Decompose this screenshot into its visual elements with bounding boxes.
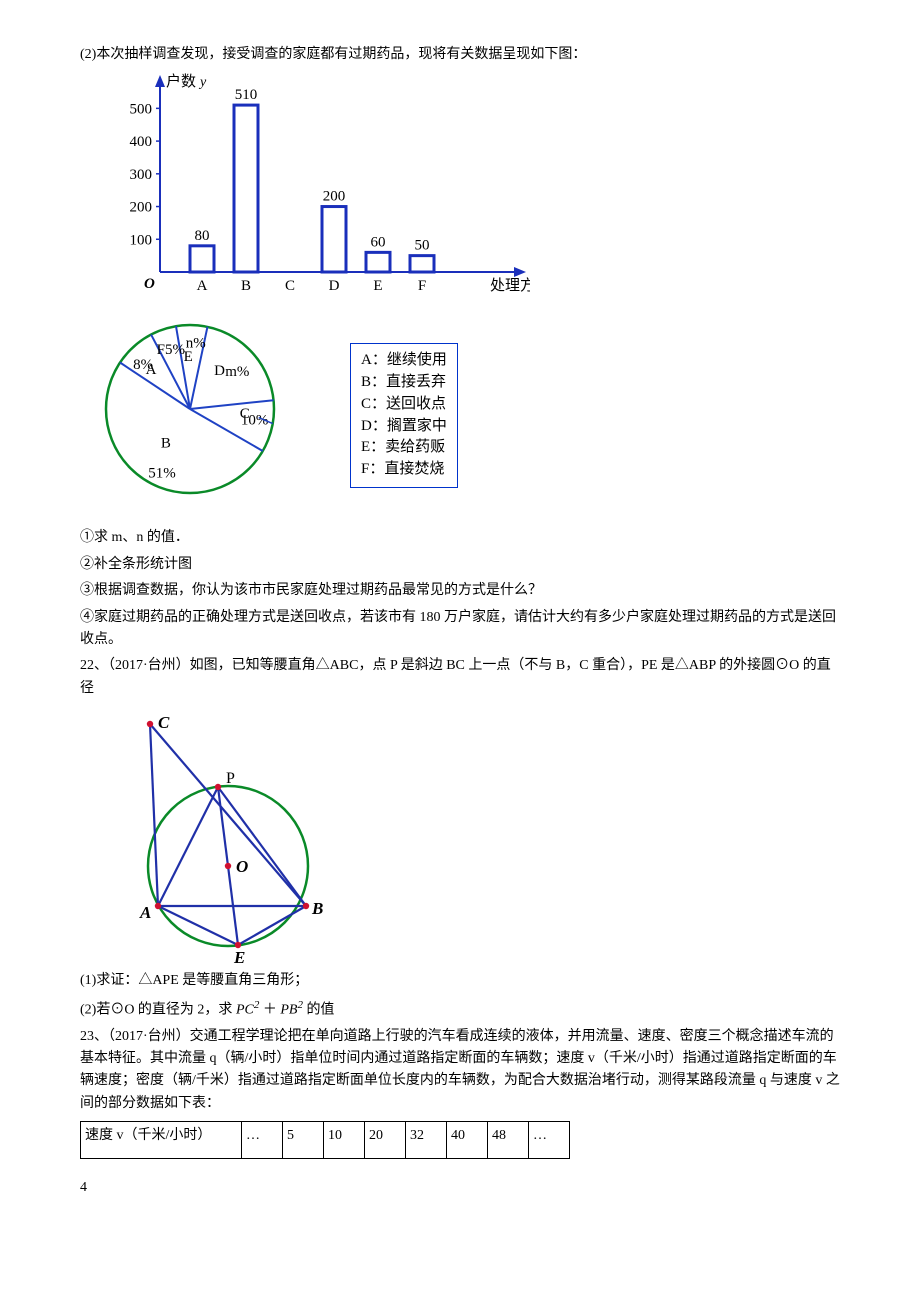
table-cell: 20 <box>365 1122 406 1158</box>
sup-2a: 2 <box>254 999 260 1011</box>
svg-text:户数: 户数 <box>166 73 196 90</box>
var-pb: PB <box>280 1002 297 1017</box>
legend-item: E：卖给药贩 <box>361 437 447 459</box>
svg-text:80: 80 <box>195 228 210 244</box>
q22-stem: 22、（2017·台州）如图，已知等腰直角△ABC，点 P 是斜边 BC 上一点… <box>80 655 840 700</box>
svg-text:y: y <box>198 75 207 90</box>
pie-and-legend: Dm%C10%B51%A8%F5%En% A：继续使用B：直接丢弃C：送回收点D… <box>90 317 840 507</box>
q-line-2: ②补全条形统计图 <box>80 554 840 576</box>
svg-text:D: D <box>329 278 340 294</box>
svg-text:E: E <box>373 278 382 294</box>
svg-text:300: 300 <box>130 167 153 183</box>
svg-text:200: 200 <box>323 189 346 205</box>
svg-text:m%: m% <box>225 364 249 380</box>
svg-text:51%: 51% <box>148 466 176 482</box>
q23-stem: 23、（2017·台州）交通工程学理论把在单向道路上行驶的汽车看成连续的液体，并… <box>80 1026 840 1116</box>
svg-text:n%: n% <box>186 336 206 352</box>
legend-item: F：直接焚烧 <box>361 459 447 481</box>
table-header-cell: 速度 v（千米/小时） <box>81 1122 242 1158</box>
legend-box: A：继续使用B：直接丢弃C：送回收点D：搁置家中E：卖给药贩F：直接焚烧 <box>350 343 458 488</box>
svg-text:B: B <box>241 278 251 294</box>
table-cell: 10 <box>324 1122 365 1158</box>
svg-text:E: E <box>233 948 245 966</box>
svg-text:F5%: F5% <box>157 342 185 358</box>
table-cell: 40 <box>447 1122 488 1158</box>
intro-text: (2)本次抽样调查发现，接受调查的家庭都有过期药品，现将有关数据呈现如下图： <box>80 44 840 66</box>
svg-text:50: 50 <box>415 238 430 254</box>
svg-text:100: 100 <box>130 233 153 249</box>
q22-p2-suffix: 的值 <box>306 1002 334 1017</box>
svg-text:8%: 8% <box>133 357 153 373</box>
svg-text:P: P <box>226 770 235 787</box>
q22-p2: (2)若⊙O 的直径为 2，求 PC2 ＋ PB2 的值 <box>80 997 840 1022</box>
table-cell: 5 <box>283 1122 324 1158</box>
svg-text:O: O <box>144 276 155 292</box>
svg-text:500: 500 <box>130 102 153 118</box>
table-cell: 32 <box>406 1122 447 1158</box>
legend-item: B：直接丢弃 <box>361 372 447 394</box>
q-line-1: ①求 m、n 的值． <box>80 527 840 549</box>
svg-text:B: B <box>311 899 323 918</box>
svg-text:D: D <box>214 364 225 380</box>
svg-text:60: 60 <box>371 235 386 251</box>
svg-text:C: C <box>158 713 170 732</box>
var-pc: PC <box>236 1002 254 1017</box>
table-cell: … <box>529 1122 570 1158</box>
svg-text:A: A <box>139 903 151 922</box>
table-cell: … <box>242 1122 283 1158</box>
q-line-4: ④家庭过期药品的正确处理方式是送回收点，若该市有 180 万户家庭，请估计大约有… <box>80 607 840 652</box>
svg-text:C: C <box>285 278 295 294</box>
pie-chart: Dm%C10%B51%A8%F5%En% <box>90 317 290 507</box>
svg-text:400: 400 <box>130 134 153 150</box>
page-number: 4 <box>80 1177 840 1199</box>
legend-item: C：送回收点 <box>361 394 447 416</box>
svg-text:510: 510 <box>235 87 258 103</box>
geometry-figure: C P O A B E <box>110 706 340 966</box>
legend-item: A：继续使用 <box>361 350 447 372</box>
svg-text:B: B <box>161 436 171 452</box>
svg-text:O: O <box>236 857 248 876</box>
legend-item: D：搁置家中 <box>361 416 447 438</box>
q-line-3: ③根据调查数据，你认为该市市民家庭处理过期药品最常见的方式是什么？ <box>80 580 840 602</box>
svg-text:E: E <box>184 349 193 365</box>
sup-2b: 2 <box>297 999 303 1011</box>
q22-p1: (1)求证：△APE 是等腰直角三角形； <box>80 970 840 992</box>
q22-p2-prefix: (2)若⊙O 的直径为 2，求 <box>80 1002 236 1017</box>
table-cell: 48 <box>488 1122 529 1158</box>
svg-text:处理方式: 处理方式 <box>490 277 530 294</box>
data-table: 速度 v（千米/小时）…51020324048… <box>80 1121 570 1158</box>
bar-chart: 100 200 300 400 500 80 A 510 B C 200 D 60 E 50 F 户数y 处理方式… <box>110 72 530 297</box>
plus-sign: ＋ <box>263 1002 277 1017</box>
svg-text:200: 200 <box>130 200 153 216</box>
svg-text:A: A <box>197 278 208 294</box>
svg-text:F: F <box>418 278 426 294</box>
